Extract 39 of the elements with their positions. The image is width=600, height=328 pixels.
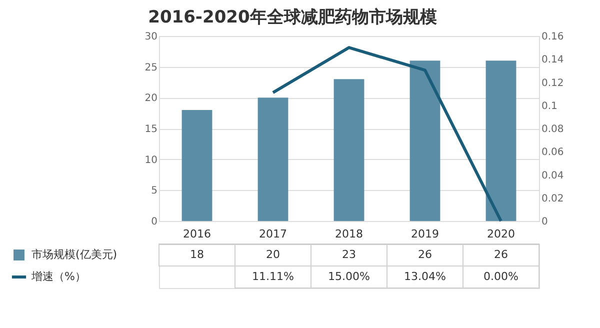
x-tick-label: 2016 bbox=[183, 228, 211, 240]
y-tick-label: 15 bbox=[144, 124, 158, 135]
y2-tick-label: 0.06 bbox=[542, 147, 564, 158]
chart-title: 2016-2020年全球减肥药物市场规模 bbox=[148, 8, 437, 28]
x-tick-label: 2018 bbox=[335, 228, 363, 240]
y2-tick-label: 0.08 bbox=[542, 124, 564, 135]
y2-tick-label: 0.12 bbox=[542, 78, 564, 89]
bar bbox=[182, 110, 212, 221]
data-label: 26 bbox=[494, 248, 508, 261]
bar bbox=[258, 98, 288, 221]
y2-tick-label: 0.02 bbox=[542, 193, 564, 204]
legend-label: 增速（%） bbox=[30, 270, 86, 283]
y2-tick-label: 0.16 bbox=[542, 32, 564, 42]
y-tick-label: 5 bbox=[151, 186, 158, 197]
data-label: 26 bbox=[418, 248, 432, 261]
data-label: 23 bbox=[342, 248, 356, 261]
legend-label: 市场规模(亿美元) bbox=[32, 248, 118, 261]
data-label: 15.00% bbox=[328, 270, 370, 283]
x-tick-label: 2020 bbox=[487, 228, 515, 240]
y-tick-label: 20 bbox=[144, 93, 158, 104]
y2-tick-label: 0.1 bbox=[542, 100, 558, 112]
line-series bbox=[272, 46, 502, 222]
y-tick-label: 30 bbox=[144, 32, 158, 42]
bar bbox=[410, 60, 440, 221]
x-tick-label: 2019 bbox=[411, 228, 439, 240]
y2-tick-label: 0.04 bbox=[542, 170, 564, 182]
x-tick-label: 2017 bbox=[259, 228, 287, 240]
bar bbox=[486, 60, 516, 221]
data-label: 18 bbox=[190, 248, 204, 261]
y-tick-label: 0 bbox=[151, 216, 158, 228]
data-label: 13.04% bbox=[404, 270, 446, 283]
bar bbox=[334, 79, 364, 221]
data-label: 0.00% bbox=[484, 270, 518, 283]
data-label: 20 bbox=[266, 248, 280, 261]
y2-tick-label: 0.14 bbox=[542, 54, 564, 66]
data-label: 11.11% bbox=[252, 270, 294, 283]
y-tick-label: 25 bbox=[144, 62, 158, 74]
y2-tick-label: 0 bbox=[542, 216, 548, 228]
y-tick-label: 10 bbox=[144, 154, 158, 166]
